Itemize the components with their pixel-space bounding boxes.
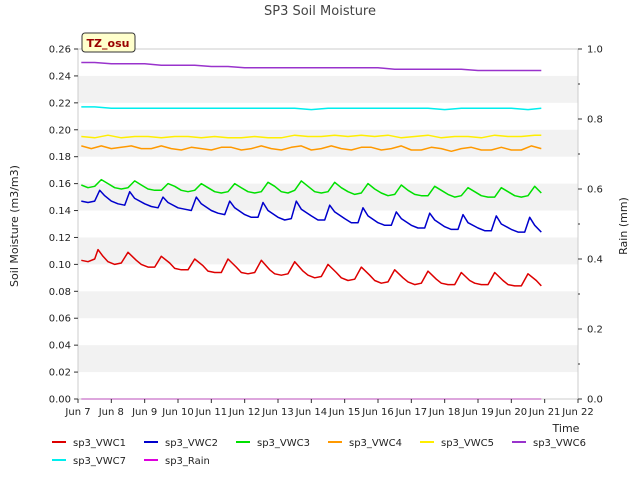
y2-tick-label: 0.2	[587, 325, 603, 336]
chart-title: SP3 Soil Moisture	[264, 4, 376, 19]
y-tick-label: 0.20	[49, 125, 71, 136]
y-tick-label: 0.00	[49, 395, 71, 406]
y-axis-label: Soil Moisture (m3/m3)	[8, 165, 21, 287]
y-axis-ticks: 0.00 0.02 0.04 0.06 0.08 0.10 0.12 0.14 0.16 0.18…	[49, 45, 78, 406]
legend-label-sp3_VWC7: sp3_VWC7	[73, 456, 126, 467]
x-axis-label: Time	[552, 422, 580, 435]
y-tick-label: 0.18	[49, 152, 71, 163]
y-tick-label: 0.26	[49, 45, 71, 56]
x-tick-label: Jun 10	[161, 407, 194, 418]
x-tick-label: Jun 19	[461, 407, 494, 418]
y-tick-label: 0.06	[49, 314, 71, 325]
y2-tick-label: 1.0	[587, 45, 603, 56]
series-line-sp3_VWC5	[81, 134, 542, 139]
y-tick-label: 0.04	[49, 341, 71, 352]
legend-label-sp3_VWC4: sp3_VWC4	[349, 438, 402, 449]
y-tick-label: 0.02	[49, 368, 71, 379]
grid-band	[78, 291, 578, 319]
station-badge: TZ_osu	[81, 32, 136, 53]
y-tick-label: 0.10	[49, 260, 71, 271]
y-tick-label: 0.22	[49, 98, 71, 109]
y2-tick-label: 0.0	[587, 395, 603, 406]
series-line-sp3_VWC2	[81, 189, 542, 233]
x-tick-label: Jun 7	[64, 407, 90, 418]
x-tick-label: Jun 22	[561, 407, 594, 418]
legend-label-sp3_VWC6: sp3_VWC6	[533, 438, 586, 449]
y-tick-label: 0.12	[49, 233, 71, 244]
legend-label-sp3_Rain: sp3_Rain	[165, 456, 210, 467]
series-line-sp3_VWC3	[81, 178, 542, 198]
grid-band	[78, 75, 578, 103]
grid-band	[78, 129, 578, 157]
station-badge-box	[81, 32, 136, 53]
legend-label-sp3_VWC3: sp3_VWC3	[257, 438, 310, 449]
x-tick-label: Jun 8	[98, 407, 124, 418]
grid-bands	[78, 75, 578, 373]
y2-axis-label: Rain (mm)	[617, 197, 630, 255]
x-tick-label: Jun 13	[261, 407, 294, 418]
legend-label-sp3_VWC2: sp3_VWC2	[165, 438, 218, 449]
x-tick-label: Jun 20	[495, 407, 528, 418]
y-tick-label: 0.08	[49, 287, 71, 298]
legend: sp3_VWC1 sp3_VWC2 sp3_VWC3 sp3_VWC4 sp3_VWC5…	[52, 438, 586, 467]
x-axis-ticks: Jun 7 Jun 8 Jun 9 Jun 10 Jun 11 Jun 12 Jun 13 J…	[64, 399, 594, 418]
y2-tick-label: 0.8	[587, 115, 603, 126]
legend-label-sp3_VWC1: sp3_VWC1	[73, 438, 126, 449]
legend-label-sp3_VWC5: sp3_VWC5	[441, 438, 494, 449]
series-line-sp3_VWC6	[81, 61, 542, 72]
grid-band	[78, 345, 578, 373]
series-line-sp3_VWC1	[81, 248, 542, 287]
series-line-sp3_VWC4	[81, 145, 542, 153]
x-tick-label: Jun 11	[195, 407, 228, 418]
station-badge-label: TZ_osu	[87, 37, 130, 50]
x-tick-label: Jun 12	[228, 407, 261, 418]
y-tick-label: 0.16	[49, 179, 71, 190]
y2-tick-label: 0.4	[587, 255, 603, 266]
x-tick-label: Jun 15	[328, 407, 361, 418]
y2-tick-label: 0.6	[587, 185, 603, 196]
y-tick-label: 0.24	[49, 71, 71, 82]
y2-axis-ticks: 0.0 0.2 0.4 0.6 0.8 1.0	[578, 45, 603, 406]
y-tick-label: 0.14	[49, 206, 71, 217]
grid-band	[78, 237, 578, 265]
x-tick-label: Jun 16	[361, 407, 394, 418]
series-line-sp3_VWC7	[81, 106, 542, 111]
x-tick-label: Jun 18	[428, 407, 461, 418]
x-tick-label: Jun 9	[131, 407, 157, 418]
x-tick-label: Jun 21	[528, 407, 561, 418]
x-tick-label: Jun 17	[395, 407, 428, 418]
x-tick-label: Jun 14	[295, 407, 328, 418]
